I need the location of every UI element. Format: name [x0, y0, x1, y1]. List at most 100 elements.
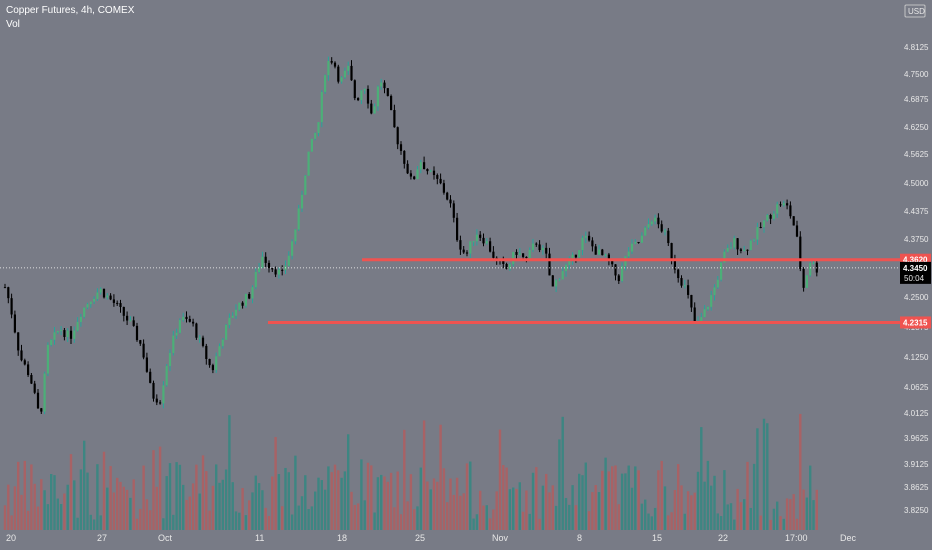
- volume-bar: [413, 509, 416, 530]
- candle-body: [677, 269, 680, 279]
- volume-bar: [383, 476, 386, 530]
- candle-body: [683, 285, 686, 287]
- candle-body: [439, 178, 442, 184]
- candle-body: [165, 366, 168, 386]
- volume-bar: [284, 467, 287, 530]
- volume-bar: [373, 512, 376, 530]
- volume-bar: [350, 491, 353, 530]
- volume-bar: [396, 471, 399, 530]
- candle-body: [132, 320, 135, 326]
- volume-bar: [409, 474, 413, 530]
- candle-body: [182, 316, 185, 321]
- volume-indicator-label[interactable]: Vol: [6, 19, 20, 30]
- volume-bar: [238, 512, 241, 530]
- volume-bar: [541, 485, 545, 530]
- volume-bar: [624, 473, 627, 530]
- time-tick-label: 15: [652, 533, 662, 543]
- hline-price-tag: [900, 316, 931, 329]
- candle-body: [267, 262, 271, 269]
- candle-body: [218, 346, 221, 357]
- candle-body: [634, 242, 637, 244]
- volume-bar: [439, 424, 442, 530]
- volume-bar: [726, 504, 729, 530]
- price-tick-label: 4.3750: [904, 235, 929, 244]
- volume-bar: [809, 465, 812, 530]
- candle-body: [225, 324, 228, 340]
- volume-bar: [122, 486, 125, 530]
- candle-body: [548, 253, 551, 276]
- volume-bar: [749, 507, 752, 530]
- candle-body: [139, 340, 142, 344]
- volume-bar: [502, 465, 505, 530]
- volume-bar: [86, 472, 89, 530]
- volume-bar: [323, 489, 327, 530]
- time-tick-label: Nov: [492, 533, 509, 543]
- candle-body: [640, 235, 643, 243]
- time-axis[interactable]: 20 27 Oct 11 18 25 Nov 8 15 22 17:00 Dec: [0, 530, 932, 550]
- candle-body: [581, 237, 584, 251]
- last-price-tag: [900, 261, 931, 284]
- candle-body: [221, 339, 224, 347]
- candle-body: [502, 260, 505, 264]
- candle-body: [561, 271, 564, 280]
- candle-body: [588, 235, 591, 241]
- price-axis[interactable]: 4.8125 4.7500 4.6875 4.6250 4.5625 4.5000 4.43…: [900, 0, 932, 550]
- volume-bar: [36, 506, 40, 530]
- volume-bar: [248, 500, 251, 530]
- candle-body: [759, 227, 762, 229]
- volume-bar: [436, 481, 439, 530]
- volume-bar: [535, 467, 538, 530]
- candle-body: [324, 75, 327, 92]
- candle-body: [13, 314, 16, 333]
- candle-body: [746, 249, 749, 251]
- candle-body: [522, 253, 525, 257]
- price-tick-label: 4.8125: [904, 43, 929, 52]
- volume-bar: [637, 470, 640, 530]
- candle-body: [786, 203, 789, 206]
- volume-bar: [356, 503, 360, 530]
- volume-bar: [370, 465, 373, 530]
- volume-bar: [561, 416, 564, 530]
- volume-bar: [290, 514, 294, 530]
- volume-bar: [139, 508, 142, 530]
- candle-body: [535, 243, 538, 245]
- candle-body: [17, 332, 20, 351]
- volume-bar: [795, 518, 799, 530]
- candle-body: [60, 330, 63, 332]
- volume-bar: [224, 469, 228, 530]
- volume-bar: [706, 460, 710, 530]
- time-tick-label: 25: [415, 533, 425, 543]
- volume-bar: [178, 464, 182, 530]
- candle-body: [106, 295, 109, 298]
- candle-body: [205, 345, 208, 360]
- volume-bar: [300, 496, 304, 530]
- volume-bar: [267, 515, 271, 530]
- volume-bar: [551, 485, 554, 530]
- candle-body: [241, 302, 244, 306]
- volume-bar: [406, 501, 409, 530]
- volume-bar: [17, 461, 20, 530]
- volume-bar: [802, 489, 805, 530]
- candle-body: [73, 330, 76, 339]
- volume-bar: [634, 466, 637, 530]
- volume-bar: [729, 503, 733, 530]
- candle-body: [66, 330, 69, 337]
- volume-bar: [663, 486, 667, 530]
- volume-bar: [201, 455, 205, 530]
- candle-body: [597, 249, 601, 255]
- candle-body: [515, 251, 518, 255]
- volume-bar: [347, 434, 350, 530]
- symbol-title[interactable]: Copper Futures, 4h, COMEX: [6, 5, 135, 16]
- candle-body: [56, 331, 59, 333]
- volume-bar: [66, 484, 69, 530]
- currency-badge[interactable]: [904, 4, 926, 18]
- time-tick-label: 22: [718, 533, 728, 543]
- volume-bar: [733, 519, 736, 530]
- candle-body: [423, 162, 426, 169]
- candle-body: [647, 224, 650, 228]
- volume-bar: [360, 459, 363, 530]
- candle-body: [135, 325, 139, 341]
- candle-body: [690, 294, 693, 308]
- price-tick-label: 4.5000: [904, 179, 929, 188]
